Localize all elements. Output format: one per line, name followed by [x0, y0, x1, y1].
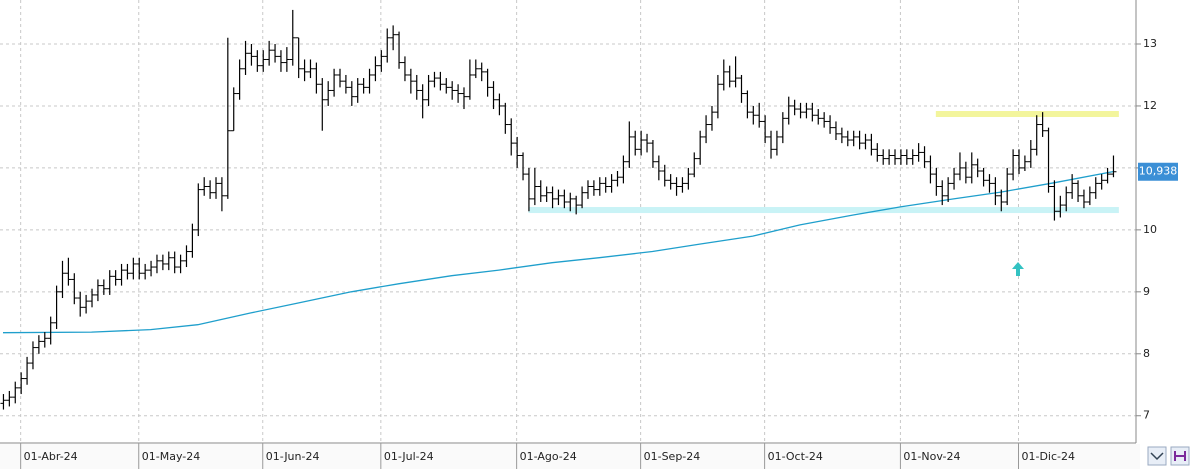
x-tick-label: 01-Jun-24 — [266, 450, 320, 463]
last-value-box — [1138, 162, 1178, 181]
toolbar-icon — [1150, 452, 1164, 461]
x-tick-label: 01-Sep-24 — [644, 450, 701, 463]
signal-arrow — [1012, 262, 1024, 276]
x-tick-label: 01-Dic-24 — [1022, 450, 1076, 463]
level-band — [935, 111, 1119, 118]
x-tick-label: 01-Ago-24 — [520, 450, 577, 463]
y-tick-label: 12 — [1143, 99, 1157, 112]
y-tick-label: 9 — [1143, 285, 1150, 298]
y-tick-label: 8 — [1143, 347, 1150, 360]
plot-area — [0, 0, 1136, 443]
y-tick-label: 13 — [1143, 37, 1157, 50]
x-tick-label: 01-Jul-24 — [384, 450, 434, 463]
moving-average-line — [2, 170, 1114, 334]
x-tick-label: 01-Nov-24 — [903, 450, 960, 463]
y-tick-label: 7 — [1143, 409, 1150, 422]
level-band — [528, 207, 1119, 214]
x-tick-label: 01-May-24 — [142, 450, 200, 463]
x-tick-label: 01-Abr-24 — [24, 450, 78, 463]
x-tick-label: 01-Oct-24 — [768, 450, 823, 463]
toolbar-icon — [1174, 451, 1186, 461]
x-axis-band — [0, 444, 1140, 469]
toolbar-button[interactable] — [1147, 446, 1167, 466]
y-tick-label: 10 — [1143, 223, 1157, 236]
last-value-label: 10,938 — [1139, 165, 1178, 178]
